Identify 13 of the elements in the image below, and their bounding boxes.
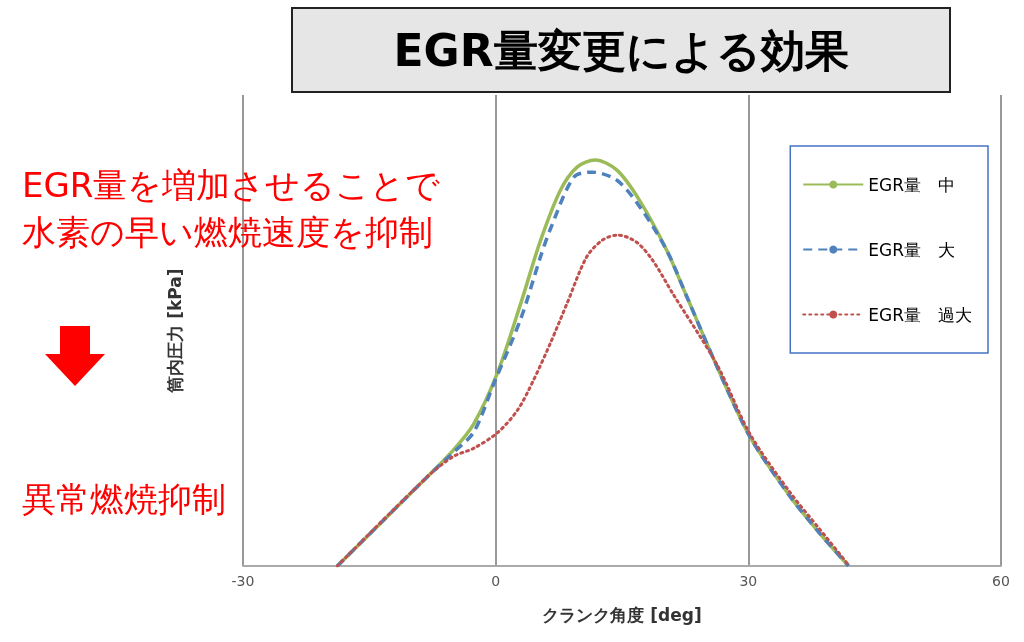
annotation: 水素の早い燃焼速度を抑制 (22, 212, 433, 252)
x-tick-label: 30 (739, 573, 758, 589)
x-tick-label: 0 (491, 573, 501, 589)
legend-label: EGR量 中 (868, 174, 956, 195)
x-tick-label: -30 (231, 573, 255, 589)
x-axis-title: クランク角度 [deg] (542, 604, 702, 625)
text: 異常燃焼抑制 (22, 479, 226, 519)
y-axis-title: 筒内圧力 [kPa] (164, 268, 185, 394)
annotation: EGR量を増加させることで (22, 165, 441, 205)
chart-title: EGR量変更による効果 (393, 24, 849, 76)
x-tick-label: 60 (992, 573, 1010, 589)
legend-label: EGR量 大 (868, 239, 956, 260)
legend-label: EGR量 過大 (868, 304, 973, 325)
